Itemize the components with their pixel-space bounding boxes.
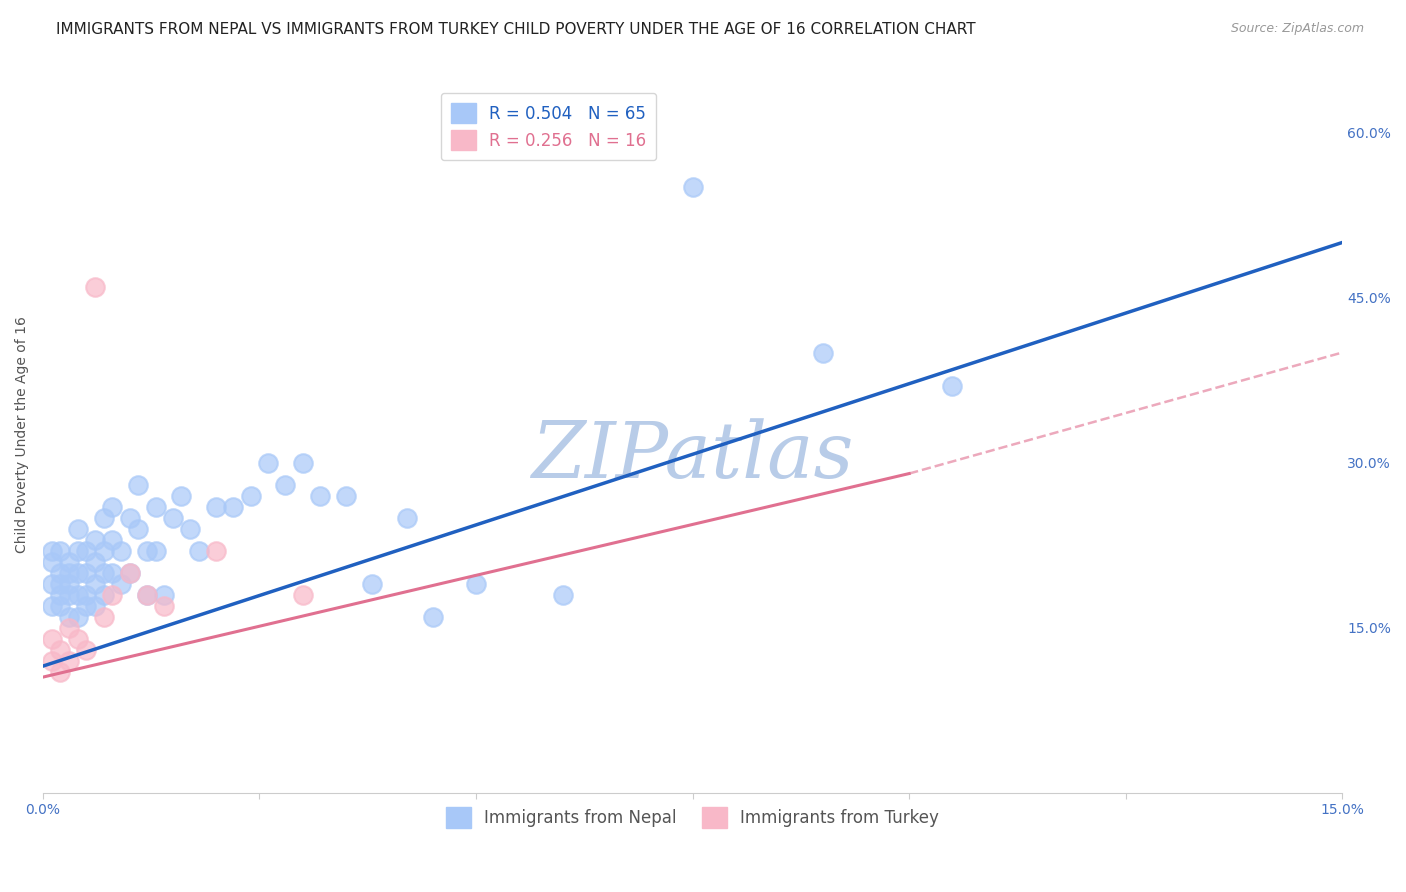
Point — [205, 500, 228, 514]
Point — [135, 543, 157, 558]
Point — [395, 510, 418, 524]
Point — [66, 588, 89, 602]
Point — [83, 533, 105, 547]
Point — [135, 588, 157, 602]
Point — [49, 566, 72, 580]
Legend: Immigrants from Nepal, Immigrants from Turkey: Immigrants from Nepal, Immigrants from T… — [440, 801, 946, 834]
Point — [101, 588, 124, 602]
Point — [93, 510, 115, 524]
Point — [41, 576, 63, 591]
Point — [49, 588, 72, 602]
Point — [291, 456, 314, 470]
Point — [309, 489, 332, 503]
Point — [41, 632, 63, 646]
Point — [93, 588, 115, 602]
Point — [118, 566, 141, 580]
Point — [361, 576, 384, 591]
Y-axis label: Child Poverty Under the Age of 16: Child Poverty Under the Age of 16 — [15, 317, 30, 553]
Point — [49, 665, 72, 679]
Point — [110, 543, 132, 558]
Text: Source: ZipAtlas.com: Source: ZipAtlas.com — [1230, 22, 1364, 36]
Point — [110, 576, 132, 591]
Point — [58, 654, 80, 668]
Point — [41, 654, 63, 668]
Point — [49, 543, 72, 558]
Point — [811, 345, 834, 359]
Point — [551, 588, 574, 602]
Point — [101, 566, 124, 580]
Point — [422, 609, 444, 624]
Point — [58, 588, 80, 602]
Point — [145, 500, 167, 514]
Point — [205, 543, 228, 558]
Point — [66, 609, 89, 624]
Point — [66, 632, 89, 646]
Point — [75, 642, 97, 657]
Point — [118, 566, 141, 580]
Point — [93, 543, 115, 558]
Text: IMMIGRANTS FROM NEPAL VS IMMIGRANTS FROM TURKEY CHILD POVERTY UNDER THE AGE OF 1: IMMIGRANTS FROM NEPAL VS IMMIGRANTS FROM… — [56, 22, 976, 37]
Point — [66, 566, 89, 580]
Point — [66, 522, 89, 536]
Point — [83, 599, 105, 613]
Point — [153, 588, 176, 602]
Point — [162, 510, 184, 524]
Point — [75, 588, 97, 602]
Point — [49, 599, 72, 613]
Point — [101, 533, 124, 547]
Point — [127, 522, 149, 536]
Point — [127, 477, 149, 491]
Point — [222, 500, 245, 514]
Point — [49, 642, 72, 657]
Point — [145, 543, 167, 558]
Point — [75, 543, 97, 558]
Point — [41, 555, 63, 569]
Point — [465, 576, 488, 591]
Point — [187, 543, 209, 558]
Point — [118, 510, 141, 524]
Point — [153, 599, 176, 613]
Point — [83, 279, 105, 293]
Point — [41, 543, 63, 558]
Point — [257, 456, 280, 470]
Point — [291, 588, 314, 602]
Point — [83, 576, 105, 591]
Point — [58, 555, 80, 569]
Point — [58, 566, 80, 580]
Point — [58, 621, 80, 635]
Point — [66, 543, 89, 558]
Point — [93, 609, 115, 624]
Point — [83, 555, 105, 569]
Point — [170, 489, 193, 503]
Point — [135, 588, 157, 602]
Point — [58, 609, 80, 624]
Point — [49, 576, 72, 591]
Point — [941, 378, 963, 392]
Point — [101, 500, 124, 514]
Point — [179, 522, 201, 536]
Point — [274, 477, 297, 491]
Text: ZIPatlas: ZIPatlas — [531, 418, 853, 495]
Point — [239, 489, 262, 503]
Point — [41, 599, 63, 613]
Point — [58, 576, 80, 591]
Point — [75, 566, 97, 580]
Point — [335, 489, 357, 503]
Point — [682, 180, 704, 194]
Point — [93, 566, 115, 580]
Point — [75, 599, 97, 613]
